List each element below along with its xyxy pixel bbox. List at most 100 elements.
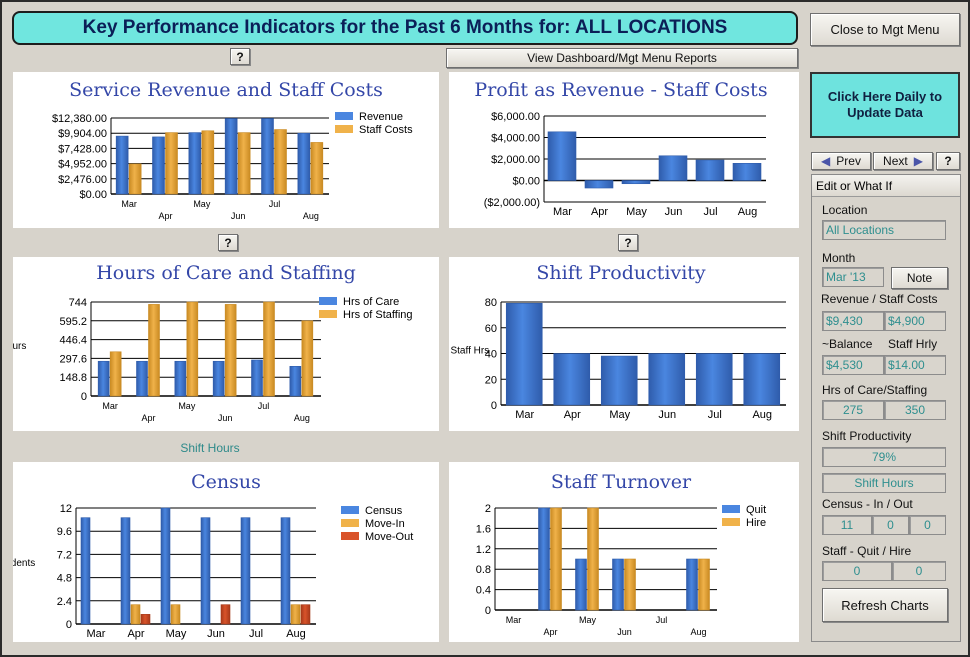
hours-care-field[interactable]: 275 bbox=[822, 400, 884, 420]
y-tick-label: $7,428.00 bbox=[58, 143, 107, 155]
month-field[interactable]: Mar '13 bbox=[822, 267, 884, 287]
chart-bar bbox=[695, 353, 733, 406]
edit-what-if-tab[interactable]: Edit or What If bbox=[812, 175, 960, 197]
x-tick-label: Aug bbox=[752, 409, 772, 421]
chart-bar bbox=[97, 360, 110, 397]
hours-care-staffing-label: Hrs of Care/Staffing bbox=[822, 383, 928, 397]
shift-hours-link[interactable]: Shift Hours bbox=[180, 441, 240, 455]
chart-bar bbox=[658, 155, 688, 181]
x-tick-label: Mar bbox=[87, 628, 106, 640]
chart-bar bbox=[224, 118, 238, 195]
x-tick-label: May bbox=[626, 206, 647, 218]
chart-bar bbox=[698, 558, 710, 611]
chart-bar bbox=[743, 353, 781, 406]
legend-swatch bbox=[341, 532, 359, 540]
next-button[interactable]: Next ▶ bbox=[873, 152, 933, 170]
x-tick-label: Aug bbox=[286, 628, 306, 640]
chart-bar bbox=[140, 614, 151, 625]
hire-field[interactable]: 0 bbox=[892, 561, 946, 581]
chart-bar bbox=[152, 136, 165, 195]
y-tick-label: 1.6 bbox=[476, 523, 491, 535]
shift-hours-button[interactable]: Shift Hours bbox=[822, 473, 946, 493]
view-reports-button[interactable]: View Dashboard/Mgt Menu Reports bbox=[446, 48, 798, 68]
chart-bar bbox=[224, 304, 237, 397]
legend-label: Staff Costs bbox=[359, 124, 413, 136]
chart-bar bbox=[505, 302, 543, 406]
x-tick-label: Mar bbox=[121, 199, 137, 209]
legend-label: Move-In bbox=[365, 518, 405, 530]
revenue-staff-chart-panel: Service Revenue and Staff Costs $0.00 $2,4… bbox=[13, 72, 439, 228]
y-tick-label: 9.6 bbox=[57, 526, 72, 538]
census-chart-panel: Census Residents 0 2.4 4.8 7.2 9.6 12 Mar Apr May J… bbox=[13, 462, 439, 642]
shift-productivity-field: 79% bbox=[822, 447, 946, 467]
help-button-hours[interactable]: ? bbox=[218, 234, 238, 251]
y-tick-label: $0.00 bbox=[79, 189, 107, 201]
chart-bar bbox=[220, 604, 231, 625]
x-tick-label: Aug bbox=[738, 206, 758, 218]
legend-label: Census bbox=[365, 505, 403, 517]
staff-costs-field[interactable]: $4,900 bbox=[884, 311, 946, 331]
x-tick-label: Jul bbox=[708, 409, 722, 421]
y-tick-label: $4,000.00 bbox=[491, 133, 540, 145]
help-button-revenue[interactable]: ? bbox=[230, 48, 250, 65]
chart-title: Census bbox=[191, 471, 261, 493]
chart-bar bbox=[128, 163, 142, 195]
chart-bar bbox=[148, 304, 160, 397]
y-tick-label: 2.4 bbox=[57, 596, 72, 608]
chart-bar bbox=[280, 517, 291, 625]
y-tick-label: ($2,000.00) bbox=[484, 197, 540, 209]
move-in-field[interactable]: 0 bbox=[872, 515, 909, 535]
x-tick-label: Apr bbox=[158, 211, 172, 221]
profit-chart-panel: Profit as Revenue - Staff Costs ($2,000.0… bbox=[449, 72, 799, 228]
chart-bar bbox=[115, 135, 129, 195]
chart-bar bbox=[553, 353, 591, 406]
chart-bar bbox=[174, 360, 187, 397]
hours-staffing-field[interactable]: 350 bbox=[884, 400, 946, 420]
triangle-right-icon: ▶ bbox=[913, 154, 923, 168]
quit-field[interactable]: 0 bbox=[822, 561, 892, 581]
chart-bar bbox=[170, 604, 181, 625]
chart-bar bbox=[212, 360, 225, 397]
staff-hourly-field[interactable]: $14.00 bbox=[884, 355, 946, 375]
move-out-field[interactable]: 0 bbox=[909, 515, 946, 535]
note-button[interactable]: Note bbox=[891, 267, 948, 289]
y-tick-label: 20 bbox=[485, 374, 497, 386]
y-tick-label: 0 bbox=[491, 400, 497, 412]
y-tick-label: 12 bbox=[60, 503, 72, 515]
help-button-productivity[interactable]: ? bbox=[618, 234, 638, 251]
y-tick-label: 148.8 bbox=[59, 372, 87, 384]
update-data-button[interactable]: Click Here Daily to Update Data bbox=[810, 72, 960, 138]
refresh-charts-button[interactable]: Refresh Charts bbox=[822, 588, 948, 622]
balance-field[interactable]: $4,530 bbox=[822, 355, 884, 375]
revenue-field[interactable]: $9,430 bbox=[822, 311, 884, 331]
y-tick-label: 0 bbox=[66, 619, 72, 631]
x-tick-label: Jun bbox=[665, 206, 683, 218]
chart-title: Hours of Care and Staffing bbox=[96, 262, 356, 284]
x-tick-label: Apr bbox=[127, 628, 144, 640]
x-tick-label: Jul bbox=[269, 199, 281, 209]
legend-swatch bbox=[335, 112, 353, 120]
chart-bar bbox=[575, 558, 587, 611]
prev-button[interactable]: ◀ Prev bbox=[811, 152, 871, 170]
y-tick-label: 0 bbox=[81, 391, 87, 403]
chart-bar bbox=[188, 132, 202, 195]
close-to-menu-button[interactable]: Close to Mgt Menu bbox=[810, 13, 960, 46]
y-tick-label: $2,476.00 bbox=[58, 174, 107, 186]
chart-title: Service Revenue and Staff Costs bbox=[69, 79, 383, 101]
x-tick-label: Jun bbox=[658, 409, 676, 421]
month-label: Month bbox=[822, 251, 856, 265]
chart-bar bbox=[310, 142, 324, 195]
chart-bar bbox=[261, 118, 274, 195]
chart-bar bbox=[165, 132, 178, 195]
legend-swatch bbox=[335, 125, 353, 133]
legend-label: Move-Out bbox=[365, 531, 413, 543]
location-field[interactable]: All Locations bbox=[822, 220, 946, 240]
chart-bar bbox=[695, 159, 725, 181]
staff-quit-hire-label: Staff - Quit / Hire bbox=[822, 544, 912, 558]
help-button-side[interactable]: ? bbox=[936, 152, 960, 170]
y-tick-label: 744 bbox=[69, 297, 87, 309]
chart-bar bbox=[600, 355, 638, 406]
census-field[interactable]: 11 bbox=[822, 515, 872, 535]
x-tick-label: May bbox=[579, 615, 597, 625]
y-tick-label: 297.6 bbox=[59, 353, 87, 365]
